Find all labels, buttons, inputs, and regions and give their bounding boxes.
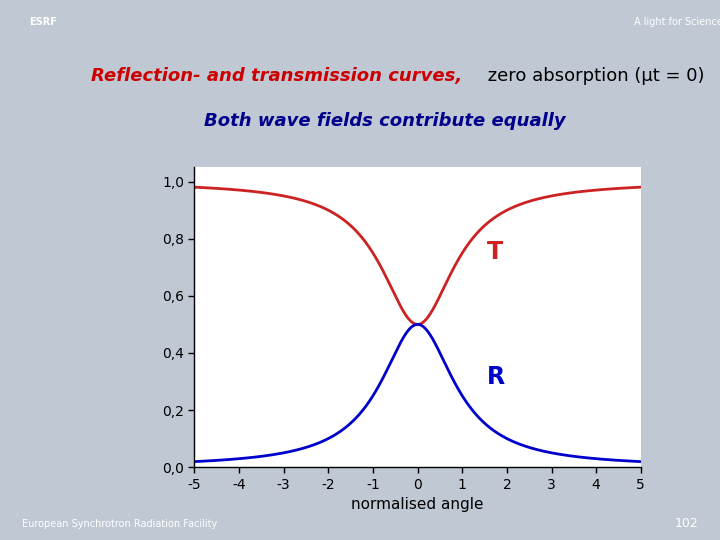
Text: 102: 102 [675,517,698,530]
Text: A light for Science: A light for Science [634,17,720,27]
Text: T: T [487,240,503,264]
Text: European Synchrotron Radiation Facility: European Synchrotron Radiation Facility [22,519,217,529]
Text: ESRF: ESRF [29,17,57,27]
Text: zero absorption (μt = 0): zero absorption (μt = 0) [482,68,705,85]
Text: R: R [487,366,505,389]
Text: Both wave fields contribute equally: Both wave fields contribute equally [204,112,566,130]
X-axis label: normalised angle: normalised angle [351,497,484,512]
Text: Reflection- and transmission curves,: Reflection- and transmission curves, [91,68,462,85]
